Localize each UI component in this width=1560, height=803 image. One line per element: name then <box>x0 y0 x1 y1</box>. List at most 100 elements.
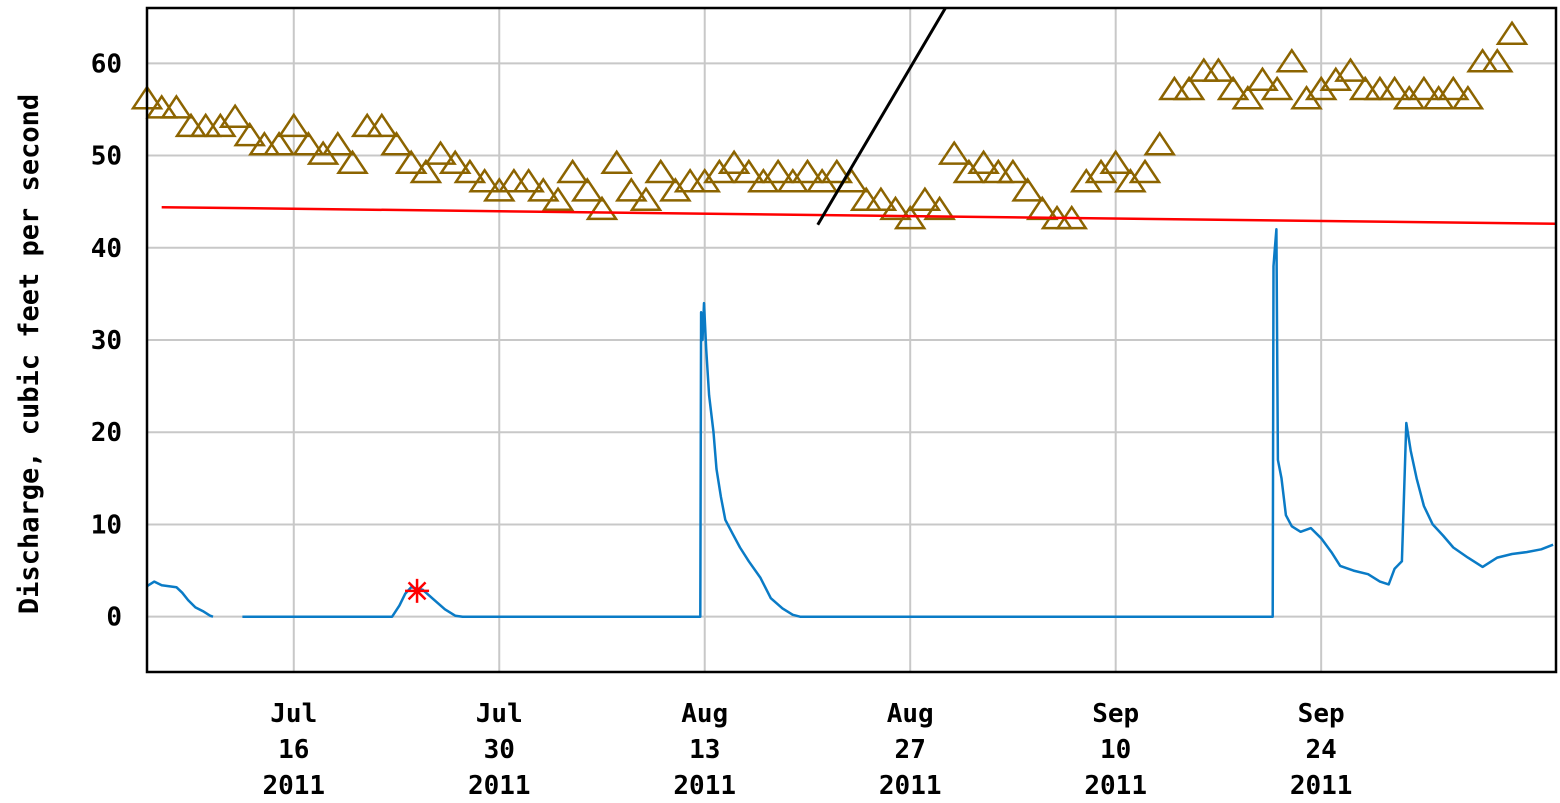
median-triangle-marker <box>717 149 751 175</box>
median-triangle-marker <box>1172 75 1206 101</box>
median-triangle-marker <box>160 94 193 119</box>
median-triangle-marker <box>585 195 619 221</box>
median-triangle-marker <box>820 158 854 184</box>
median-triangle-marker <box>424 140 457 165</box>
x-tick-label: 2011 <box>879 771 942 801</box>
median-triangle-marker <box>1202 57 1235 82</box>
median-triangle-marker <box>629 186 663 211</box>
x-tick-label: 27 <box>895 735 926 765</box>
median-triangle-marker <box>703 158 736 184</box>
median-triangle-marker <box>1495 20 1529 45</box>
x-tick-label: 24 <box>1306 735 1337 765</box>
median-triangle-marker <box>1084 158 1118 184</box>
median-triangle-marker <box>468 167 501 193</box>
median-triangle-marker <box>879 195 912 221</box>
y-tick-label: 50 <box>91 142 122 172</box>
y-tick-label: 30 <box>91 326 122 356</box>
median-triangle-marker <box>967 149 1000 175</box>
x-tick-label: 2011 <box>1290 771 1353 801</box>
median-triangle-marker <box>1128 158 1162 184</box>
median-triangle-marker <box>923 195 956 221</box>
x-axis-ticks: Jul 16 2011 Jul 30 2011 Aug 13 2011 Aug 27 2011 Sep 1… <box>262 699 1352 801</box>
median-triangle-marker <box>1334 57 1367 82</box>
median-triangle-marker <box>600 149 634 175</box>
median-triangle-marker <box>512 167 545 193</box>
x-tick-label: 10 <box>1100 735 1131 765</box>
median-triangle-marker <box>277 112 311 138</box>
x-tick-label: Aug <box>887 699 934 729</box>
median-triangle-marker <box>996 158 1030 184</box>
median-triangle-marker <box>981 158 1015 184</box>
median-triangle-marker <box>659 177 692 202</box>
y-tick-label: 60 <box>91 49 122 79</box>
median-triangle-marker <box>747 167 780 193</box>
median-triangle-marker <box>776 167 810 193</box>
plot-frame <box>145 6 1558 674</box>
median-triangle-marker <box>1290 84 1323 110</box>
x-tick-label: 30 <box>484 735 515 765</box>
y-axis-label: Discharge, cubic feet per second <box>14 94 45 614</box>
median-triangle-marker <box>732 158 766 184</box>
x-tick-label: 2011 <box>1084 771 1147 801</box>
median-triangle-marker <box>1436 75 1470 101</box>
median-triangle-marker <box>1246 66 1279 92</box>
median-triangle-marker <box>248 131 281 156</box>
x-tick-label: Jul <box>270 699 317 729</box>
median-triangle-marker <box>1143 131 1177 156</box>
median-triangle-marker <box>893 204 927 230</box>
grid <box>147 8 1556 672</box>
median-triangle-marker <box>864 186 898 211</box>
trend-line <box>161 205 1557 226</box>
median-triangle-marker <box>1158 75 1191 101</box>
median-triangle-marker <box>218 103 252 128</box>
median-triangle-marker <box>1231 84 1265 110</box>
median-triangle-marker <box>644 158 678 184</box>
annotation-line <box>816 7 947 226</box>
median-triangle-marker <box>761 158 795 184</box>
x-tick-label: Jul <box>476 699 523 729</box>
median-triangle-marker <box>541 186 575 211</box>
red-asterisk-marker <box>405 578 430 603</box>
median-triangle-marker <box>526 177 560 202</box>
median-triangle-marker <box>1319 66 1353 92</box>
median-triangle-marker <box>908 186 942 211</box>
x-tick-label: 2011 <box>468 771 531 801</box>
median-triangle-marker <box>409 158 443 184</box>
median-triangle-marker <box>688 167 722 193</box>
median-triangle-marker <box>394 149 428 175</box>
median-triangle-marker <box>350 112 384 138</box>
median-triangle-marker <box>336 149 369 175</box>
median-triangle-marker <box>1378 75 1411 101</box>
y-tick-label: 10 <box>91 510 122 540</box>
median-triangle-marker <box>1363 75 1397 101</box>
median-triangle-marker <box>1422 84 1455 110</box>
x-tick-label: Aug <box>681 699 728 729</box>
median-triangle-marker <box>1011 177 1044 202</box>
y-axis-ticks: 0 10 20 30 40 50 60 <box>91 49 122 632</box>
median-triangle-marker <box>1407 75 1441 101</box>
median-triangle-marker <box>438 149 472 175</box>
median-triangle-marker <box>1114 167 1147 193</box>
median-triangle-marker <box>1099 149 1133 175</box>
median-triangle-marker <box>292 131 325 156</box>
median-triangle-marker <box>805 167 839 193</box>
median-triangle-marker <box>321 131 355 156</box>
x-tick-label: Sep <box>1092 699 1139 729</box>
median-triangle-marker <box>1275 48 1309 73</box>
asterisk-stroke <box>407 581 427 601</box>
x-tick-label: 2011 <box>262 771 325 801</box>
median-triangle-marker <box>791 158 824 184</box>
median-triangle-marker <box>570 177 604 202</box>
y-tick-label: 40 <box>91 234 122 264</box>
median-triangle-marker <box>1069 167 1103 193</box>
y-tick-label: 20 <box>91 418 122 448</box>
median-triangle-marker <box>233 121 267 147</box>
median-triangle-marker <box>1260 75 1294 101</box>
y-tick-label: 0 <box>106 603 122 633</box>
median-triangle-marker <box>1480 48 1514 73</box>
median-triangle-marker <box>937 140 971 165</box>
median-triangle-marker <box>1216 75 1250 101</box>
median-triangle-marker <box>365 112 399 138</box>
median-triangle-marker <box>262 131 296 156</box>
